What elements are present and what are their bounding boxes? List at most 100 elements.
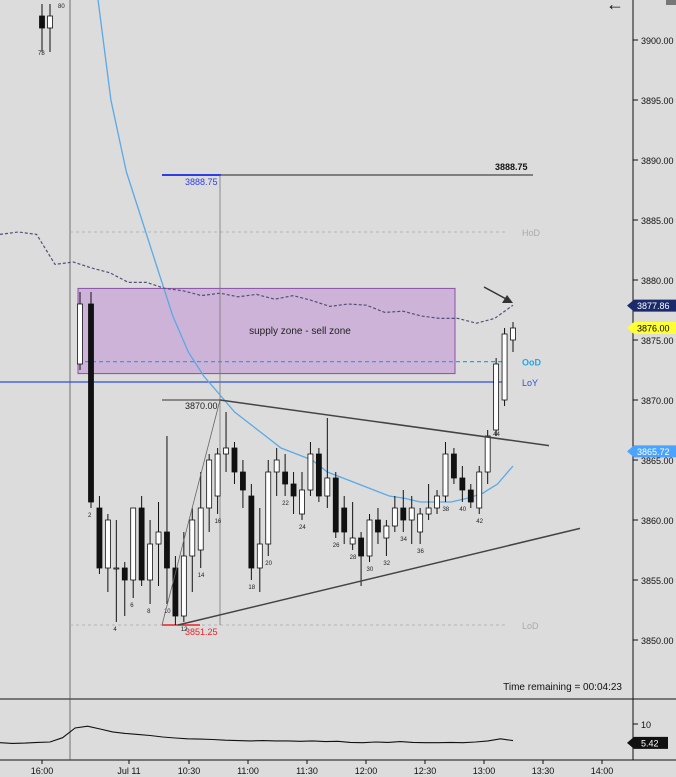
candle-body (408, 507, 415, 521)
candle-body (273, 459, 280, 473)
candle-body (332, 477, 339, 533)
time-tick-label: 16:00 (31, 766, 54, 776)
time-tick-label: 10:30 (178, 766, 201, 776)
candle-body (467, 489, 474, 503)
bar-count-label: 14 (198, 573, 205, 579)
indicator-value-badge (627, 736, 668, 749)
bar-count-label: 28 (350, 555, 357, 561)
candle-body (214, 453, 221, 497)
price-tick-label: 3900.00 (641, 36, 674, 46)
price-badge (627, 299, 676, 312)
annotations-layer (161, 286, 581, 626)
candle-body (256, 543, 263, 569)
candle-body (501, 333, 508, 401)
candle-body (104, 519, 111, 569)
candle-body (459, 477, 466, 491)
hod-label: HoD (522, 228, 541, 238)
candle-body (206, 459, 213, 509)
swing-high-right-label: 3888.75 (495, 162, 528, 172)
swing-high-left-label: 3888.75 (185, 177, 218, 187)
candle-body (349, 537, 356, 545)
time-axis-layer: 16:00 Jul 11 10:30 11:00 11:30 12:00 12:30 13:0… (31, 760, 614, 776)
arrow-head-icon (502, 295, 513, 303)
ema-line (97, 0, 514, 503)
left-arrow-icon[interactable]: ← (606, 0, 624, 14)
candle-body (425, 507, 432, 515)
supply-zone-layer (77, 287, 456, 375)
price-badge-label: 3877.86 (637, 301, 670, 311)
loy-label: LoY (522, 378, 538, 388)
candle-body (417, 513, 424, 533)
swing-low-label: 3851.25 (185, 627, 218, 637)
indicator-lines-layer (0, 0, 514, 503)
bar-count-label: 42 (476, 519, 483, 525)
first-candle-body (77, 303, 83, 365)
bar-count-label: 4 (113, 627, 117, 633)
bar-count-label: 36 (417, 549, 424, 555)
price-tick-label: 3870.00 (641, 396, 674, 406)
price-tick-label: 3885.00 (641, 216, 674, 226)
candle-body (197, 507, 204, 551)
price-tick-label: 3895.00 (641, 96, 674, 106)
time-tick-label: 11:00 (237, 766, 259, 776)
candle-body (375, 519, 381, 533)
candle-body (121, 567, 128, 581)
candle-body (299, 489, 305, 515)
time-tick-label: 12:30 (414, 766, 437, 776)
indicator-tick-label: 10 (641, 720, 651, 730)
time-tick-label: 12:00 (355, 766, 378, 776)
candle-body (265, 471, 272, 545)
time-remaining-label: Time remaining = 00:04:23 (503, 682, 622, 693)
bar-count-label: 16 (215, 519, 222, 525)
candle-body (113, 567, 120, 570)
time-tick-label: Jul 11 (117, 766, 140, 776)
candle-body (248, 495, 255, 569)
bar-count-label: 24 (299, 525, 306, 531)
pivot-label: 3870.00 (185, 401, 218, 411)
candle-body (189, 519, 196, 557)
candle-body (391, 507, 398, 527)
price-badge (627, 445, 676, 458)
price-tick-label: 3855.00 (641, 576, 674, 586)
bar-count-label: 44 (493, 432, 500, 438)
bar-count-label: 10 (164, 609, 171, 615)
bar-count-label: 8 (147, 609, 151, 615)
candle-body (138, 507, 145, 581)
bar-count-label: 20 (265, 561, 272, 567)
price-tick-label: 3875.00 (641, 336, 674, 346)
lod-label: LoD (522, 621, 539, 631)
candle-body (484, 435, 491, 473)
arrow-shaft (483, 286, 509, 301)
candle-body (400, 507, 407, 521)
price-tick-label: 3865.00 (641, 456, 674, 466)
candle-body (442, 453, 449, 497)
price-tick-label: 3850.00 (641, 636, 674, 646)
time-tick-label: 14:00 (591, 766, 614, 776)
sub-indicator-pane: 105.42 (0, 720, 668, 749)
price-tick-label: 3890.00 (641, 156, 674, 166)
candle-body (341, 507, 348, 533)
candle-body (130, 507, 137, 581)
bar-count-label: 38 (442, 507, 449, 513)
candle-body (324, 477, 331, 497)
candle-body (240, 471, 246, 491)
candle-body (493, 363, 500, 431)
candle-body (172, 567, 179, 617)
prior-bar-label: 78 (38, 51, 45, 57)
candle-body (290, 483, 297, 497)
candle-body (476, 471, 483, 509)
time-tick-label: 13:00 (473, 766, 496, 776)
bar-count-label: 32 (383, 561, 390, 567)
candle-body (315, 453, 322, 497)
candle-body (358, 537, 364, 557)
upper-trendline (219, 399, 550, 447)
candle-body (231, 447, 238, 473)
price-badge (627, 322, 676, 334)
bar-count-label: 22 (282, 501, 289, 507)
bar-count-label: 2 (88, 513, 92, 519)
indicator-value-label: 5.42 (641, 738, 659, 748)
candle-body (164, 531, 170, 569)
supply-zone-label: supply zone - sell zone (249, 326, 351, 337)
